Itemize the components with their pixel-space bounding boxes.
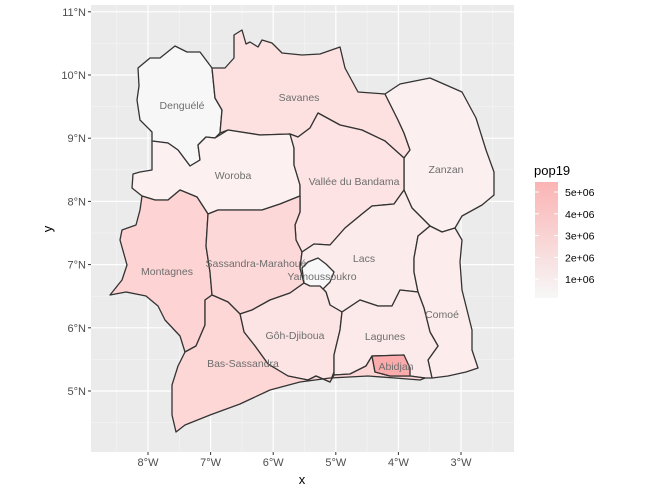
legend: pop19 5e+06 4e+06 3e+06 2e+06 1e+06 bbox=[534, 163, 595, 298]
label-montagnes: Montagnes bbox=[141, 266, 193, 278]
legend-ticks: 5e+06 4e+06 3e+06 2e+06 1e+06 bbox=[535, 187, 595, 286]
x-tick-label: 4°W bbox=[388, 457, 410, 469]
x-tick-label: 6°W bbox=[263, 457, 285, 469]
region-comoe[interactable] bbox=[413, 225, 479, 379]
region-montagnes[interactable] bbox=[109, 189, 213, 353]
region-labels: Denguélé Savanes Zanzan Woroba Vallée du… bbox=[141, 92, 464, 373]
label-abidjan: Abidjan bbox=[378, 361, 413, 373]
label-denguele: Denguélé bbox=[160, 100, 205, 112]
y-tick-label: 10°N bbox=[61, 70, 86, 82]
legend-label: 3e+06 bbox=[565, 231, 595, 243]
x-tick-label: 7°W bbox=[200, 457, 222, 469]
y-tick-label: 11°N bbox=[62, 7, 86, 19]
label-zanzan: Zanzan bbox=[428, 164, 463, 176]
label-lacs: Lacs bbox=[353, 253, 375, 265]
region-abidjan[interactable] bbox=[371, 354, 411, 377]
y-tick-label: 8°N bbox=[68, 196, 87, 208]
y-tick-label: 7°N bbox=[68, 260, 87, 272]
label-bas-sassandra: Bas-Sassandra bbox=[207, 358, 279, 370]
x-axis-ticks: 8°W 7°W 6°W 5°W 4°W 3°W bbox=[138, 452, 473, 469]
label-woroba: Woroba bbox=[215, 170, 252, 182]
label-goh-djiboua: Gôh-Djiboua bbox=[266, 330, 325, 342]
x-axis-title: x bbox=[299, 472, 306, 487]
legend-label: 2e+06 bbox=[565, 252, 595, 264]
x-tick-label: 3°W bbox=[451, 457, 473, 469]
legend-label: 5e+06 bbox=[565, 187, 595, 199]
legend-title: pop19 bbox=[534, 163, 570, 178]
label-sassandra-marahoue: Sassandra-Marahoué bbox=[206, 258, 307, 270]
y-tick-label: 5°N bbox=[68, 386, 87, 398]
x-tick-label: 8°W bbox=[138, 457, 160, 469]
label-savanes: Savanes bbox=[279, 92, 320, 104]
label-vallee-du-bandama: Vallée du Bandama bbox=[309, 176, 400, 188]
legend-label: 1e+06 bbox=[565, 274, 595, 286]
legend-label: 4e+06 bbox=[565, 209, 595, 221]
x-tick-label: 5°W bbox=[325, 457, 347, 469]
label-yamoussoukro: Yamoussoukro bbox=[287, 271, 356, 283]
legend-colorbar bbox=[535, 182, 558, 298]
label-comoe: Comoé bbox=[425, 309, 459, 321]
y-axis-title: y bbox=[40, 225, 55, 232]
label-lagunes: Lagunes bbox=[365, 331, 405, 343]
y-tick-label: 6°N bbox=[68, 323, 87, 335]
regions-layer bbox=[109, 29, 495, 433]
y-axis-ticks: 5°N 6°N 7°N 8°N 9°N 10°N 11°N bbox=[61, 7, 91, 398]
y-tick-label: 9°N bbox=[68, 133, 87, 145]
